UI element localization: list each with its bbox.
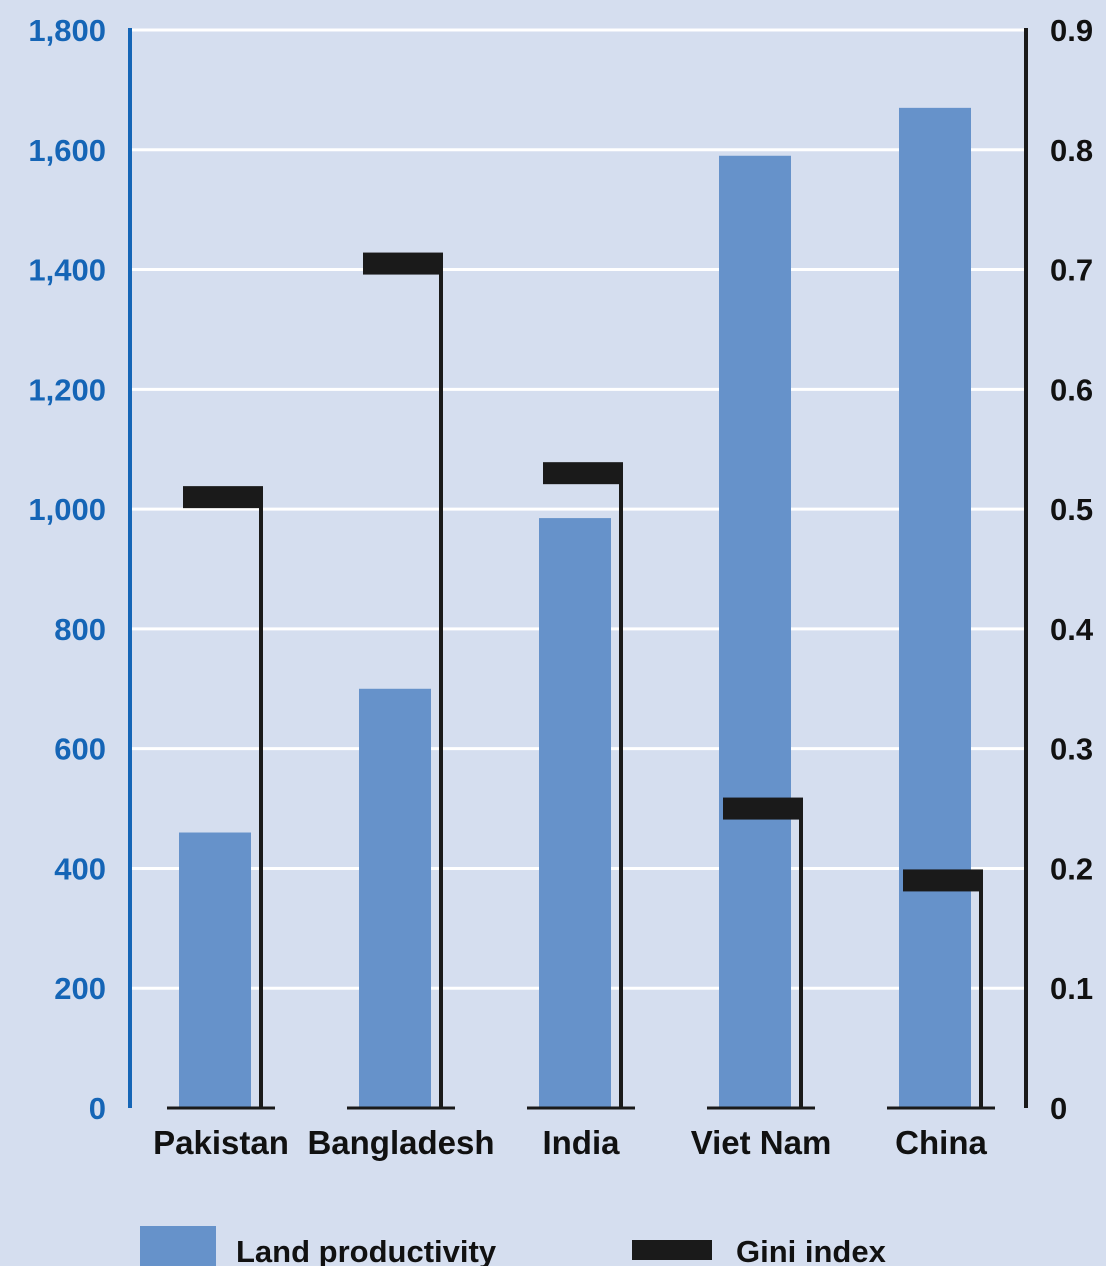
bar-land-productivity	[719, 155, 791, 1108]
category-label: China	[895, 1124, 987, 1161]
gini-marker	[723, 797, 803, 820]
legend: Land productivity Gini index	[140, 1226, 887, 1266]
bars	[179, 107, 971, 1109]
category-label: Viet Nam	[691, 1124, 832, 1161]
category-label: Pakistan	[153, 1124, 289, 1161]
right-tick-label: 0.3	[1050, 732, 1093, 767]
gini-markers	[183, 252, 983, 1108]
legend-swatch-land-productivity	[140, 1226, 216, 1266]
right-axis-ticks: 0 0.1 0.2 0.3 0.4 0.5 0.6 0.7 0.8 0.9	[1050, 13, 1094, 1126]
category-label: India	[542, 1124, 620, 1161]
left-tick-label: 1,400	[28, 253, 106, 288]
left-tick-label: 400	[54, 851, 106, 886]
category-label: Bangladesh	[307, 1124, 494, 1161]
gini-marker	[363, 252, 443, 275]
gini-marker	[903, 869, 983, 892]
right-tick-label: 0.1	[1050, 971, 1093, 1006]
legend-label-land-productivity: Land productivity	[236, 1234, 497, 1266]
right-tick-label: 0	[1050, 1091, 1067, 1126]
gini-marker	[183, 486, 263, 509]
right-tick-label: 0.7	[1050, 253, 1093, 288]
left-tick-label: 200	[54, 971, 106, 1006]
bar-land-productivity	[899, 107, 971, 1109]
left-tick-label: 600	[54, 732, 106, 767]
legend-swatch-gini-index	[632, 1240, 712, 1260]
left-tick-label: 1,800	[28, 13, 106, 48]
right-tick-label: 0.6	[1050, 372, 1093, 407]
bar-land-productivity	[179, 832, 251, 1108]
right-tick-label: 0.2	[1050, 851, 1093, 886]
right-tick-label: 0.9	[1050, 13, 1093, 48]
left-tick-label: 1,200	[28, 372, 106, 407]
left-tick-label: 800	[54, 612, 106, 647]
left-axis-ticks: 0 200 400 600 800 1,000 1,200 1,400 1,600 1,800	[28, 13, 106, 1126]
gridlines	[130, 28, 1026, 990]
bar-land-productivity	[539, 518, 611, 1108]
gini-marker	[543, 462, 623, 485]
axes	[128, 28, 1028, 1110]
left-tick-label: 1,000	[28, 492, 106, 527]
left-tick-label: 0	[89, 1091, 106, 1126]
bar-land-productivity	[359, 688, 431, 1108]
left-tick-label: 1,600	[28, 133, 106, 168]
right-tick-label: 0.8	[1050, 133, 1093, 168]
legend-label-gini-index: Gini index	[736, 1234, 887, 1266]
right-tick-label: 0.5	[1050, 492, 1093, 527]
right-tick-label: 0.4	[1050, 612, 1094, 647]
category-labels: Pakistan Bangladesh India Viet Nam China	[153, 1124, 987, 1161]
